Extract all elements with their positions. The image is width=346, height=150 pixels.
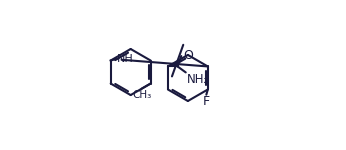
Text: NH₂: NH₂ [186, 73, 209, 86]
Text: CH₃: CH₃ [132, 90, 151, 100]
Text: F: F [203, 95, 210, 108]
Text: O: O [183, 49, 193, 62]
Text: NH: NH [117, 54, 134, 64]
